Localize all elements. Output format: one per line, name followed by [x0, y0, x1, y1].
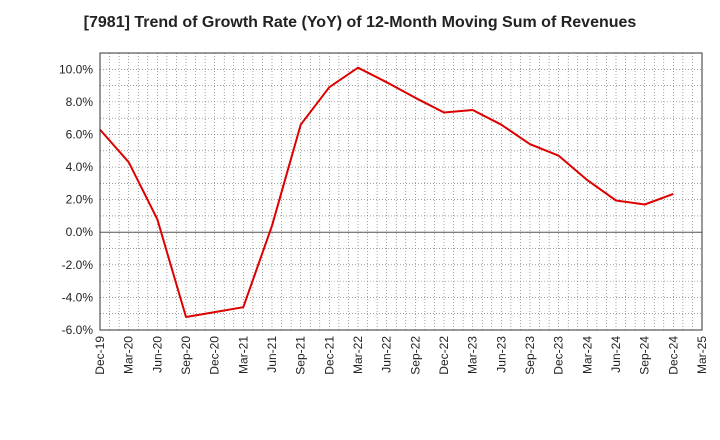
plot-frame: [99, 52, 703, 331]
y-tick-label: 10.0%: [59, 62, 93, 76]
series-line: [99, 66, 674, 318]
x-tick-label: Mar-23: [466, 336, 480, 374]
y-tick-label: 4.0%: [66, 160, 94, 174]
x-tick-label: Dec-23: [552, 336, 566, 375]
y-tick-label: -6.0%: [62, 323, 94, 337]
x-tick-label: Sep-21: [294, 336, 308, 375]
chart-title: [7981] Trend of Growth Rate (YoY) of 12-…: [83, 14, 637, 31]
x-tick-labels: Dec-19 Mar-20 Jun-20 Sep-20 Dec-20 Mar-21 Jun-…: [93, 336, 709, 375]
y-tick-label: -4.0%: [62, 290, 94, 304]
grid-layer: [100, 52, 702, 331]
x-tick-label: Sep-20: [179, 336, 193, 375]
x-tick-label: Mar-20: [122, 336, 136, 374]
series-layer: [99, 66, 674, 318]
x-tick-label: Mar-24: [580, 336, 594, 374]
x-tick-label: Sep-22: [408, 336, 422, 375]
y-tick-labels: -6.0% -4.0% -2.0% 0.0% 2.0% 4.0% 6.0% 8.0% 10.0%: [59, 62, 93, 337]
y-tick-label: -2.0%: [62, 258, 94, 272]
x-tick-label: Dec-19: [93, 336, 107, 375]
y-tick-label: 0.0%: [66, 225, 94, 239]
x-tick-label: Dec-22: [437, 336, 451, 375]
x-tick-label: Dec-24: [666, 336, 680, 375]
x-tick-label: Sep-23: [523, 336, 537, 375]
x-tick-label: Jun-22: [380, 336, 394, 373]
y-tick-label: 8.0%: [66, 95, 94, 109]
x-tick-label: Dec-21: [322, 336, 336, 375]
x-tick-label: Jun-21: [265, 336, 279, 373]
x-tick-label: Jun-20: [150, 336, 164, 373]
x-tick-label: Mar-21: [236, 336, 250, 374]
x-tick-label: Jun-24: [609, 336, 623, 373]
x-tick-label: Mar-22: [351, 336, 365, 374]
x-tick-label: Dec-20: [208, 336, 222, 375]
y-tick-label: 2.0%: [66, 193, 94, 207]
x-tick-label: Sep-24: [638, 336, 652, 375]
x-tick-label: Jun-23: [494, 336, 508, 373]
y-tick-label: 6.0%: [66, 127, 94, 141]
x-tick-label: Mar-25: [695, 336, 709, 374]
